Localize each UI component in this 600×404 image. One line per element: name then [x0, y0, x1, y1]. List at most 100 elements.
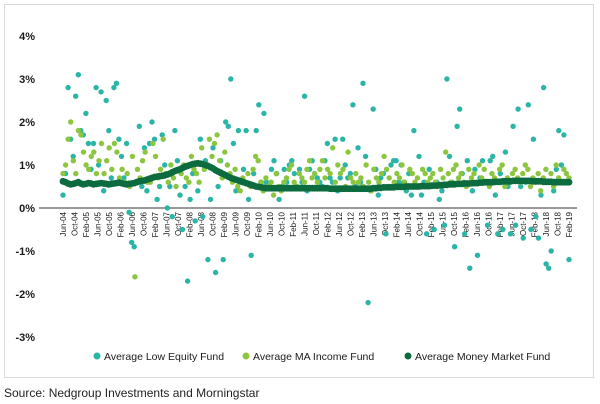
x-tick-label: Jun-06	[128, 211, 137, 236]
x-tick-label: Jun-12	[335, 211, 344, 236]
data-point	[139, 158, 146, 164]
x-tick-label: Jun-16	[473, 211, 482, 236]
data-point	[566, 256, 572, 263]
data-point	[132, 274, 138, 280]
data-point	[215, 183, 221, 190]
data-point	[233, 188, 239, 194]
x-tick-label: Jun-14	[404, 211, 413, 236]
data-point	[469, 188, 476, 194]
data-point	[538, 188, 544, 194]
data-point	[337, 170, 344, 177]
data-point	[156, 183, 163, 190]
y-tick-label: -1%	[15, 246, 35, 258]
data-point	[131, 244, 137, 250]
data-point	[543, 261, 549, 267]
data-point	[281, 179, 287, 185]
data-point	[453, 162, 459, 168]
data-point	[322, 175, 328, 181]
data-point	[399, 162, 405, 168]
data-point	[256, 102, 262, 108]
data-point	[65, 84, 71, 91]
data-point	[103, 97, 109, 104]
data-point	[443, 149, 449, 155]
data-point	[250, 166, 256, 172]
data-point	[232, 166, 238, 172]
data-point	[124, 170, 130, 177]
data-point	[96, 158, 102, 164]
data-point	[437, 166, 444, 172]
x-tick-label: Jun-11	[301, 211, 310, 235]
data-point	[193, 170, 200, 177]
data-point	[319, 158, 326, 164]
data-point	[237, 188, 243, 194]
data-point	[134, 166, 141, 172]
data-point	[261, 110, 267, 117]
legend-label: Average Money Market Fund	[415, 351, 550, 363]
data-point	[457, 106, 463, 112]
data-point	[271, 158, 277, 164]
data-point	[507, 231, 514, 237]
data-point	[162, 162, 168, 168]
data-point	[223, 119, 229, 125]
data-point	[129, 239, 135, 246]
data-point	[408, 192, 415, 198]
data-point	[522, 162, 528, 168]
data-point	[281, 166, 287, 172]
data-point	[518, 183, 524, 190]
data-point	[101, 188, 107, 194]
data-point	[484, 222, 491, 228]
y-tick-label: 2%	[19, 117, 35, 129]
data-point	[489, 170, 495, 177]
x-tick-label: Feb-10	[255, 211, 264, 237]
data-point	[358, 175, 364, 181]
data-point	[129, 153, 136, 160]
data-point	[186, 179, 192, 185]
data-point	[350, 179, 356, 185]
data-point	[535, 170, 541, 177]
y-tick-label: -2%	[15, 289, 35, 301]
data-point	[512, 222, 519, 228]
data-point	[515, 106, 521, 112]
data-point	[426, 166, 432, 172]
data-point	[495, 231, 501, 237]
legend-label: Average Low Equity Fund	[104, 351, 224, 363]
data-point	[220, 256, 226, 263]
data-point	[394, 170, 400, 177]
data-point	[291, 179, 297, 185]
data-point	[301, 93, 308, 99]
data-point	[123, 140, 130, 147]
data-point	[214, 132, 220, 138]
data-point	[169, 213, 175, 220]
x-tick-label: Jun-09	[232, 211, 241, 236]
data-point	[418, 192, 425, 198]
data-point	[376, 179, 382, 185]
x-tick-label: Feb-06	[117, 211, 126, 237]
x-tick-label: Feb-13	[358, 211, 367, 237]
data-point	[474, 252, 481, 258]
data-point	[85, 140, 92, 147]
data-point	[553, 166, 559, 172]
data-point	[168, 162, 174, 168]
data-point	[388, 162, 394, 168]
data-point	[454, 123, 460, 129]
data-point	[205, 256, 211, 263]
data-point	[157, 166, 164, 172]
data-point	[468, 175, 475, 181]
data-point	[142, 149, 148, 155]
x-tick-label: Feb-05	[82, 211, 91, 237]
x-tick-label: Oct-11	[312, 211, 321, 235]
data-point	[490, 153, 496, 160]
data-point	[525, 166, 531, 172]
data-point	[252, 153, 259, 160]
data-point	[151, 136, 158, 142]
x-tick-label: Feb-16	[462, 211, 471, 237]
data-point	[114, 149, 120, 155]
data-point	[455, 175, 462, 181]
data-point	[411, 127, 417, 134]
data-point	[565, 178, 573, 186]
data-point	[309, 175, 315, 181]
data-point	[375, 192, 381, 198]
data-point	[90, 140, 97, 147]
data-point	[217, 158, 223, 164]
x-tick-label: Oct-10	[278, 211, 287, 236]
